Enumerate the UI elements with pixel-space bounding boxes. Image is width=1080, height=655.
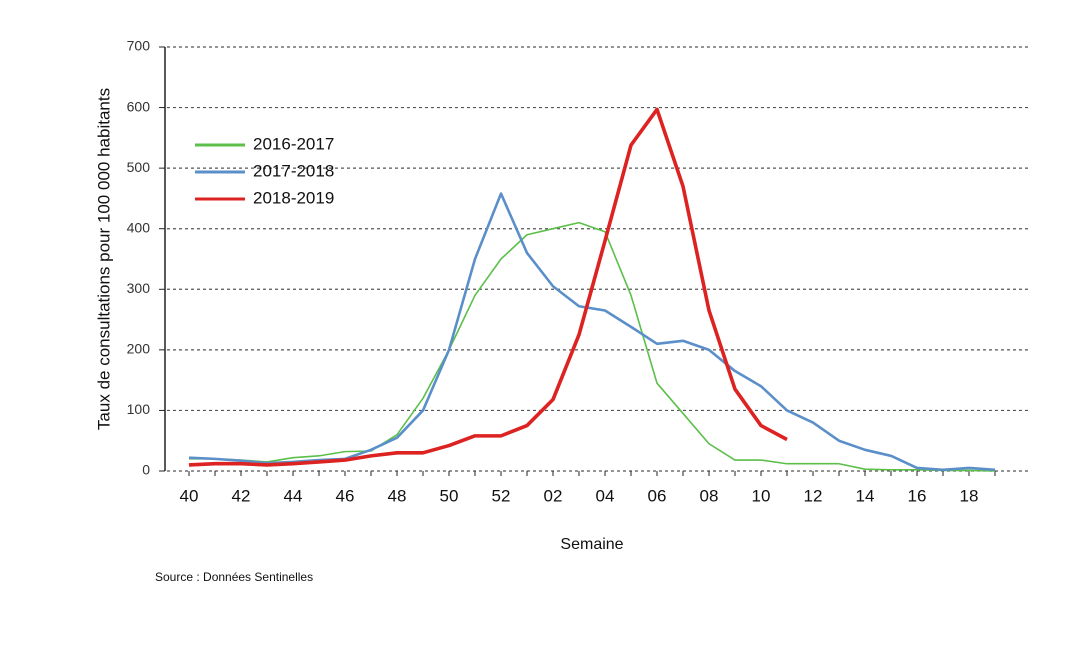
legend-label: 2016-2017 xyxy=(253,134,334,153)
y-tick-label: 400 xyxy=(127,219,151,235)
series-line xyxy=(188,192,996,472)
x-tick-label: 18 xyxy=(960,486,979,505)
y-tick-label: 500 xyxy=(127,159,151,175)
y-tick-label: 0 xyxy=(142,462,150,478)
x-tick-label: 16 xyxy=(908,486,927,505)
legend-label: 2018-2019 xyxy=(253,188,334,207)
legend-label: 2017-2018 xyxy=(253,161,334,180)
y-tick-label: 100 xyxy=(127,401,151,417)
x-tick-label: 52 xyxy=(492,486,511,505)
series-line xyxy=(188,107,788,467)
y-tick-label: 300 xyxy=(127,280,151,296)
x-tick-label: 46 xyxy=(336,486,355,505)
x-tick-label: 44 xyxy=(284,486,303,505)
x-axis-label: Semaine xyxy=(560,536,623,553)
x-tick-label: 42 xyxy=(232,486,251,505)
x-tick-label: 14 xyxy=(856,486,875,505)
x-tick-label: 12 xyxy=(804,486,823,505)
x-tick-label: 50 xyxy=(440,486,459,505)
y-tick-label: 700 xyxy=(127,38,151,54)
source-note: Source : Données Sentinelles xyxy=(155,570,313,584)
x-tick-label: 48 xyxy=(388,486,407,505)
x-tick-label: 40 xyxy=(180,486,199,505)
x-tick-label: 10 xyxy=(752,486,771,505)
x-tick-label: 08 xyxy=(700,486,719,505)
x-tick-label: 06 xyxy=(648,486,667,505)
y-tick-label: 600 xyxy=(127,98,151,114)
y-tick-label: 200 xyxy=(127,341,151,357)
y-axis-label: Taux de consultations pour 100 000 habit… xyxy=(94,88,113,430)
x-tick-label: 04 xyxy=(596,486,615,505)
x-tick-label: 02 xyxy=(544,486,563,505)
series-line xyxy=(189,221,996,472)
